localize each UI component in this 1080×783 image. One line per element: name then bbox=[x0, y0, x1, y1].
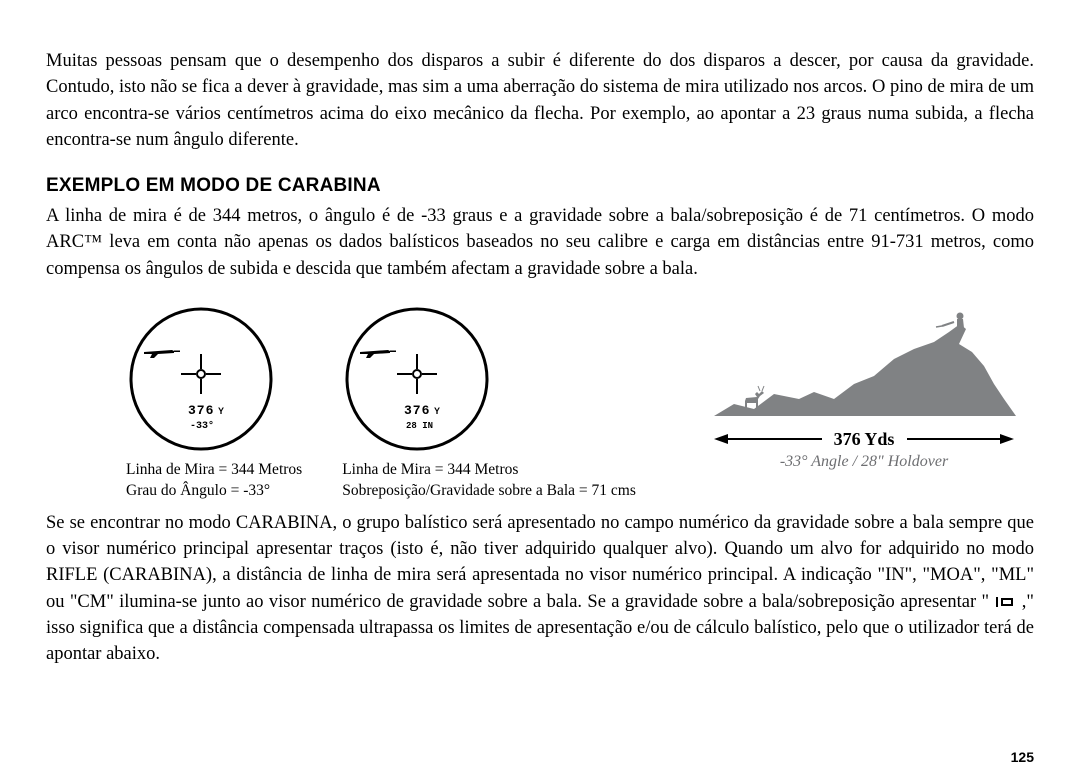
scope-block-2: 376 Y 28 IN Linha de Mira = 344 Metros S… bbox=[342, 304, 636, 502]
intro-paragraph: Muitas pessoas pensam que o desempenho d… bbox=[46, 48, 1034, 153]
svg-text:Y: Y bbox=[434, 406, 440, 416]
svg-text:Y: Y bbox=[218, 406, 224, 416]
diagram-row: 376 Y -33° Linha de Mira = 344 Metros Gr… bbox=[126, 304, 1034, 502]
scope-1-caption: Linha de Mira = 344 Metros Grau do Ângul… bbox=[126, 460, 302, 502]
svg-text:376 Yds: 376 Yds bbox=[834, 429, 895, 449]
footer-text-a: Se se encontrar no modo CARABINA, o grup… bbox=[46, 513, 1034, 612]
scope-diagram-2: 376 Y 28 IN bbox=[342, 304, 492, 454]
body-paragraph: A linha de mira é de 344 metros, o ângul… bbox=[46, 203, 1034, 282]
footer-paragraph: Se se encontrar no modo CARABINA, o grup… bbox=[46, 510, 1034, 668]
scope1-caption-line2: Grau do Ângulo = -33° bbox=[126, 481, 302, 502]
mountain-silhouette-icon bbox=[714, 324, 1016, 416]
scope2-caption-line1: Linha de Mira = 344 Metros bbox=[342, 460, 636, 481]
section-heading: EXEMPLO EM MODO DE CARABINA bbox=[46, 175, 1034, 197]
scope1-caption-line1: Linha de Mira = 344 Metros bbox=[126, 460, 302, 481]
scope-diagram-1: 376 Y -33° bbox=[126, 304, 276, 454]
svg-text:28 IN: 28 IN bbox=[406, 421, 433, 431]
svg-text:376: 376 bbox=[404, 403, 430, 418]
svg-text:-33°: -33° bbox=[190, 420, 214, 432]
svg-text:-33° Angle / 28" Holdover: -33° Angle / 28" Holdover bbox=[780, 453, 949, 470]
scope-2-caption: Linha de Mira = 344 Metros Sobreposição/… bbox=[342, 460, 636, 502]
overflow-icon bbox=[994, 596, 1016, 608]
page-number: 125 bbox=[1011, 749, 1034, 765]
scope-block-1: 376 Y -33° Linha de Mira = 344 Metros Gr… bbox=[126, 304, 302, 502]
svg-text:376: 376 bbox=[188, 403, 214, 418]
scope2-caption-line2: Sobreposição/Gravidade sobre a Bala = 71… bbox=[342, 481, 636, 502]
mountain-diagram: 376 Yds -33° Angle / 28" Holdover bbox=[704, 304, 1024, 479]
